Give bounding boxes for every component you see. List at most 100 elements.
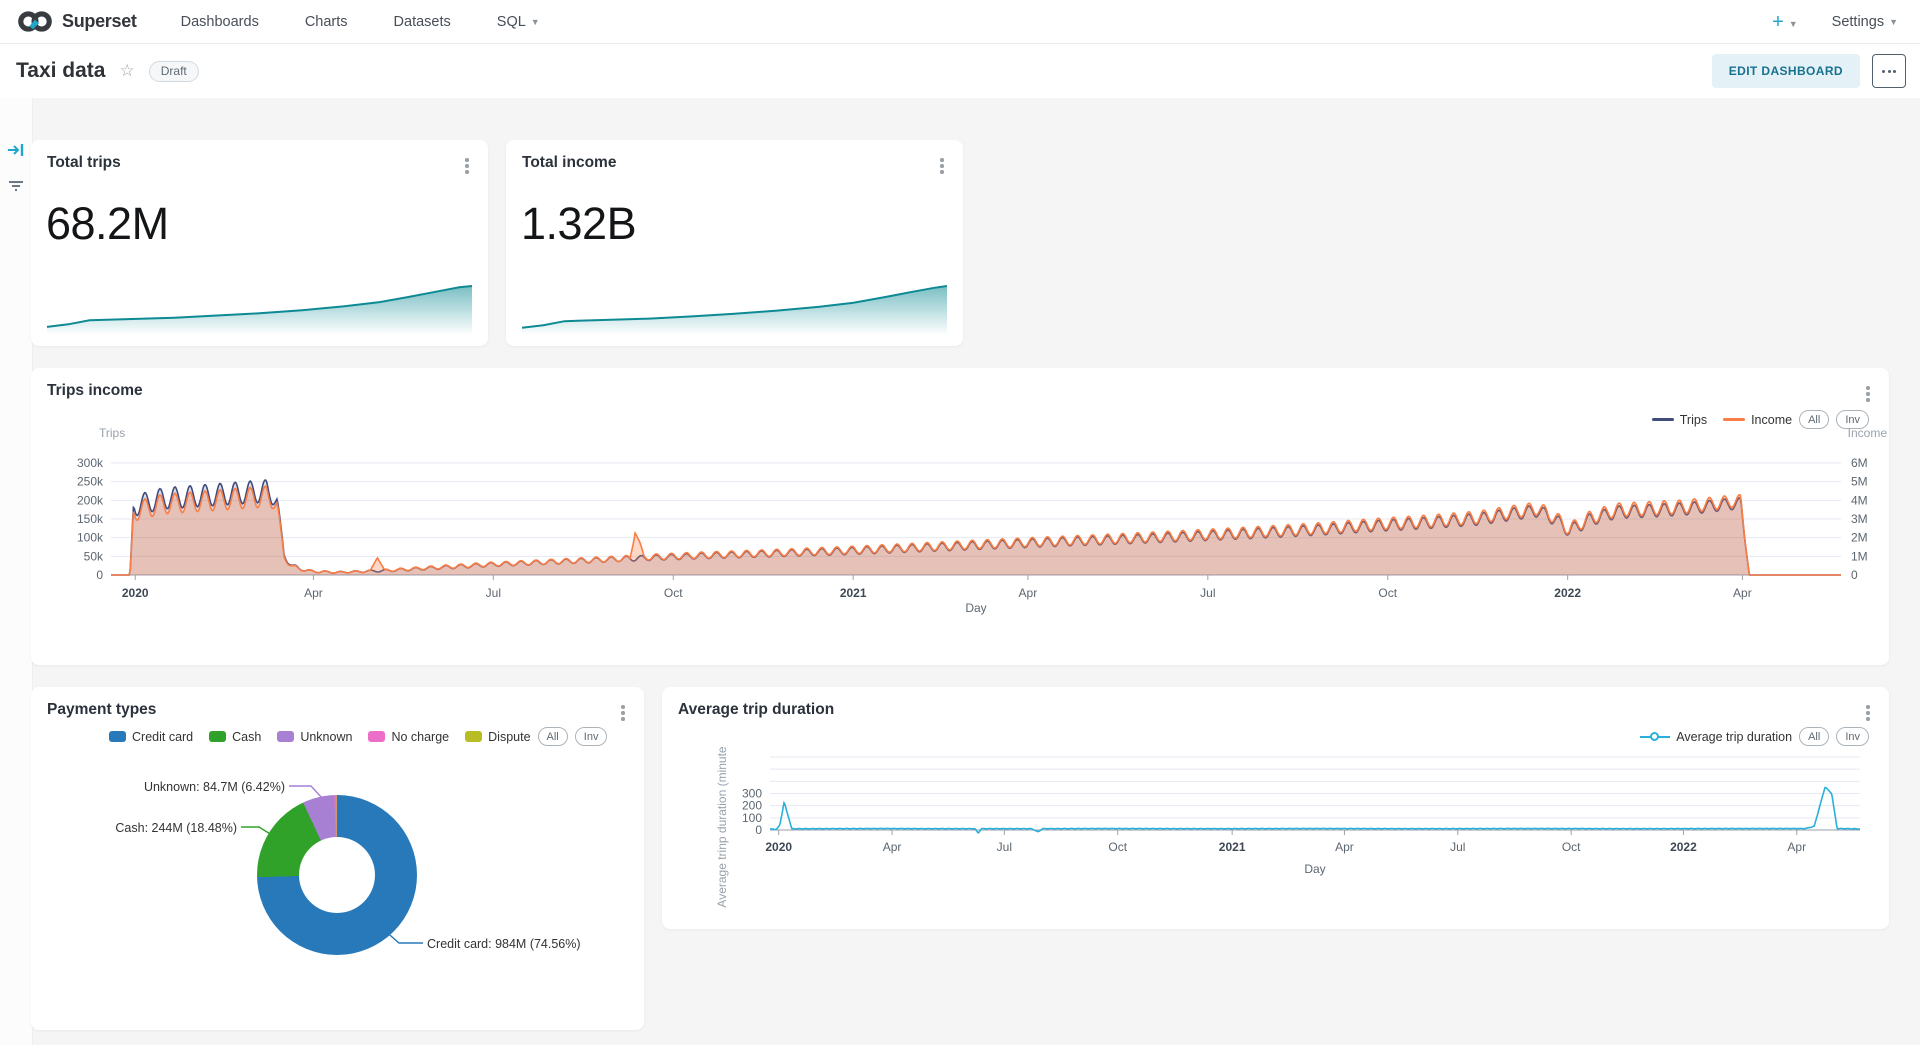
legend-item-income[interactable]: Income (1723, 413, 1792, 427)
filter-icon (9, 181, 23, 191)
legend-item-cash[interactable]: Cash (209, 730, 261, 744)
axis-label: 2020 (122, 586, 149, 600)
top-navbar: Superset Dashboards Charts Datasets SQL ▼… (0, 0, 1920, 44)
legend-all-button[interactable]: All (537, 727, 568, 746)
legend-all-button[interactable]: All (1799, 727, 1830, 746)
trips-income-chart[interactable]: 300k 250k 200k 150k 100k 50k 0 6M 5M 4M 3M 2M 1M 0 Tri… (31, 368, 1889, 665)
legend-item-dispute[interactable]: Dispute (465, 729, 531, 744)
chart-graphic (522, 285, 947, 329)
axis-label: 0 (1851, 568, 1858, 582)
kebab-menu-button[interactable] (1859, 383, 1877, 405)
axis-label: 0 (96, 568, 103, 582)
axis-label: Oct (1378, 586, 1397, 600)
legend-swatch (277, 731, 295, 742)
axis-label: 150k (77, 512, 104, 526)
dashboard-more-button[interactable] (1872, 54, 1906, 88)
donut-callout-label: Cash: 244M (18.48%) (115, 821, 237, 835)
nav-charts[interactable]: Charts (304, 13, 348, 30)
axis-label: Jul (486, 586, 501, 600)
axis-label: Apr (304, 586, 323, 600)
plus-icon: + (1772, 10, 1784, 33)
legend-item-credit-card[interactable]: Credit card (109, 730, 193, 744)
chart-graphic (47, 286, 472, 335)
legend-item-unknown[interactable]: Unknown (277, 730, 352, 744)
filter-bar-collapsed[interactable] (0, 98, 33, 1045)
card-avg-duration: Average trip duration Average trip durat… (662, 687, 1889, 929)
legend-swatch (465, 731, 483, 742)
legend-label: Trips (1679, 412, 1708, 427)
axis-label: Jul (1200, 586, 1215, 600)
trips-income-legend: Trips Income All Inv (1636, 410, 1869, 429)
legend-swatch (1723, 418, 1746, 421)
chart-graphic (522, 286, 947, 335)
superset-infinity-icon (18, 11, 52, 32)
axis-label: Apr (1787, 840, 1806, 854)
axis-label: Average trinp duration (minute (715, 746, 729, 908)
payment-types-legend: Credit card Cash Unknown No charge Dispute Al… (93, 727, 608, 746)
axis-label: Oct (1562, 840, 1581, 854)
chart-title: Average trip duration (678, 701, 835, 718)
legend-swatch (109, 731, 126, 742)
kebab-menu-button[interactable] (933, 155, 951, 177)
axis-label: Jul (997, 840, 1012, 854)
kebab-menu-button[interactable] (458, 155, 476, 177)
axis-label: Day (965, 601, 986, 615)
new-item-button[interactable]: + ▼ (1772, 12, 1798, 32)
avg-duration-legend: Average trip duration All Inv (1624, 727, 1869, 746)
nav-links: Dashboards Charts Datasets SQL ▼ (181, 14, 540, 30)
chart-graphic (769, 786, 1861, 834)
legend-label: Average trip duration (1676, 729, 1793, 744)
nav-right: + ▼ Settings ▼ (1772, 12, 1920, 32)
kebab-menu-button[interactable] (1859, 702, 1877, 724)
legend-inv-button[interactable]: Inv (1836, 410, 1869, 429)
axis-label: 1M (1851, 549, 1868, 563)
axis-label: 2020 (765, 840, 792, 854)
favorite-star-icon[interactable]: ☆ (119, 61, 135, 80)
edit-dashboard-button[interactable]: EDIT DASHBOARD (1711, 54, 1860, 88)
legend-swatch (1640, 731, 1671, 742)
legend-inv-button[interactable]: Inv (574, 727, 608, 746)
card-trips-income: Trips income Trips Income All Inv 300k 250k 2… (31, 368, 1889, 665)
donut-callout-label: Credit card: 984M (74.56%) (427, 937, 581, 951)
status-badge: Draft (148, 60, 199, 82)
legend-label: Unknown (300, 729, 353, 744)
dashboard-header: Taxi data ☆ Draft EDIT DASHBOARD (0, 44, 1920, 98)
nav-datasets[interactable]: Datasets (393, 13, 451, 30)
legend-label: Dispute (488, 729, 531, 744)
axis-label: 6M (1851, 456, 1868, 470)
superset-logo[interactable]: Superset (0, 9, 163, 34)
axis-label: Oct (664, 586, 683, 600)
brand-name: Superset (62, 11, 137, 31)
axis-label: 4M (1851, 493, 1868, 507)
legend-all-button[interactable]: All (1799, 410, 1830, 429)
chart-title: Payment types (47, 701, 157, 718)
legend-item-average-trip-duration[interactable]: Average trip duration (1640, 730, 1792, 744)
axis-label: Apr (1335, 840, 1354, 854)
chevron-down-icon: ▼ (530, 16, 540, 27)
legend-inv-button[interactable]: Inv (1836, 727, 1869, 746)
axis-label: 2021 (1219, 840, 1246, 854)
axis-label: 2022 (1670, 840, 1697, 854)
legend-label: Cash (232, 729, 262, 744)
legend-item-no-charge[interactable]: No charge (368, 730, 449, 744)
legend-label: Credit card (132, 729, 194, 744)
chart-graphic (111, 486, 1841, 575)
axis-label: 50k (84, 549, 104, 563)
legend-item-trips[interactable]: Trips (1651, 412, 1708, 427)
big-number-value: 1.32B (521, 198, 637, 249)
axis-label: 2022 (1554, 586, 1581, 600)
chart-graphic (13, 145, 20, 155)
axis-label: Day (1304, 862, 1325, 876)
expand-filters-icon[interactable] (6, 140, 26, 160)
legend-swatch (1651, 418, 1674, 421)
donut-callout-label: Unknown: 84.7M (6.42%) (143, 780, 285, 794)
nav-dashboards[interactable]: Dashboards (180, 13, 259, 30)
nav-sql[interactable]: SQL ▼ (496, 13, 540, 30)
axis-label: 0 (755, 823, 762, 837)
legend-label: No charge (391, 729, 450, 744)
axis-label: Trips (99, 426, 125, 440)
settings-menu[interactable]: Settings ▼ (1831, 13, 1898, 30)
kebab-menu-button[interactable] (614, 702, 632, 724)
chart-title: Total income (522, 154, 617, 171)
